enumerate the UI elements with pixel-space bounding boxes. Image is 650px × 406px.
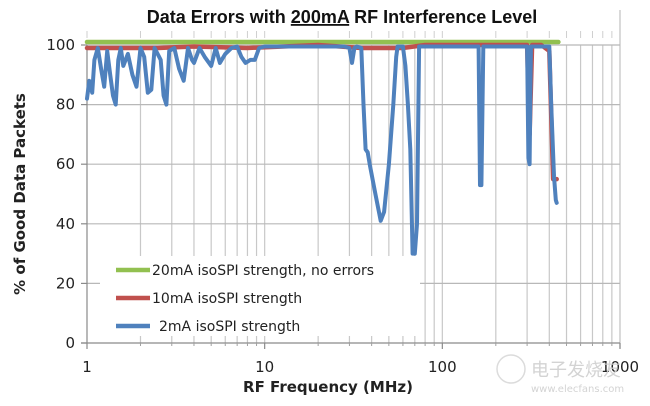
series-layer: [84, 39, 561, 256]
y-tick-label: 40: [56, 215, 75, 233]
y-tick-label: 0: [65, 334, 75, 352]
labels: 0 20 40 60 80 100 1 10 100 1000: [46, 36, 639, 376]
watermark: 电子发烧友 www.elecfans.com: [496, 354, 624, 395]
y-tick-label: 80: [56, 96, 75, 114]
y-tick-label: 20: [56, 274, 75, 292]
watermark-text: 电子发烧友: [531, 360, 621, 381]
y-axis-label: % of Good Data Packets: [11, 93, 29, 295]
legend: 20mA isoSPI strength, no errors 10mA isoS…: [100, 256, 420, 336]
legend-label-1: 20mA isoSPI strength, no errors: [152, 263, 374, 279]
title-part-2-underlined: 200mA: [291, 7, 350, 27]
x-tick-label: 10: [255, 358, 274, 376]
watermark-logo-icon: [496, 354, 526, 384]
chart-title: Data Errors with 200mA RF Interference L…: [147, 7, 538, 27]
legend-label-2: 10mA isoSPI strength: [152, 291, 302, 307]
legend-label-3: 2mA isoSPI strength: [159, 319, 300, 335]
x-tick-label: 100: [428, 358, 457, 376]
x-axis-label: RF Frequency (MHz): [243, 378, 413, 396]
series-line-3: [85, 44, 559, 256]
legend-box: [100, 256, 420, 336]
watermark-url: www.elecfans.com: [531, 384, 624, 395]
title-part-3: RF Interference Level: [349, 7, 537, 27]
series-line-2: [84, 42, 559, 182]
y-tick-label: 60: [56, 155, 75, 173]
x-tick-label: 1: [82, 358, 92, 376]
y-tick-label: 100: [46, 36, 75, 54]
title-part-1: Data Errors with: [147, 7, 291, 27]
x-tick-label: 1000: [601, 358, 639, 376]
